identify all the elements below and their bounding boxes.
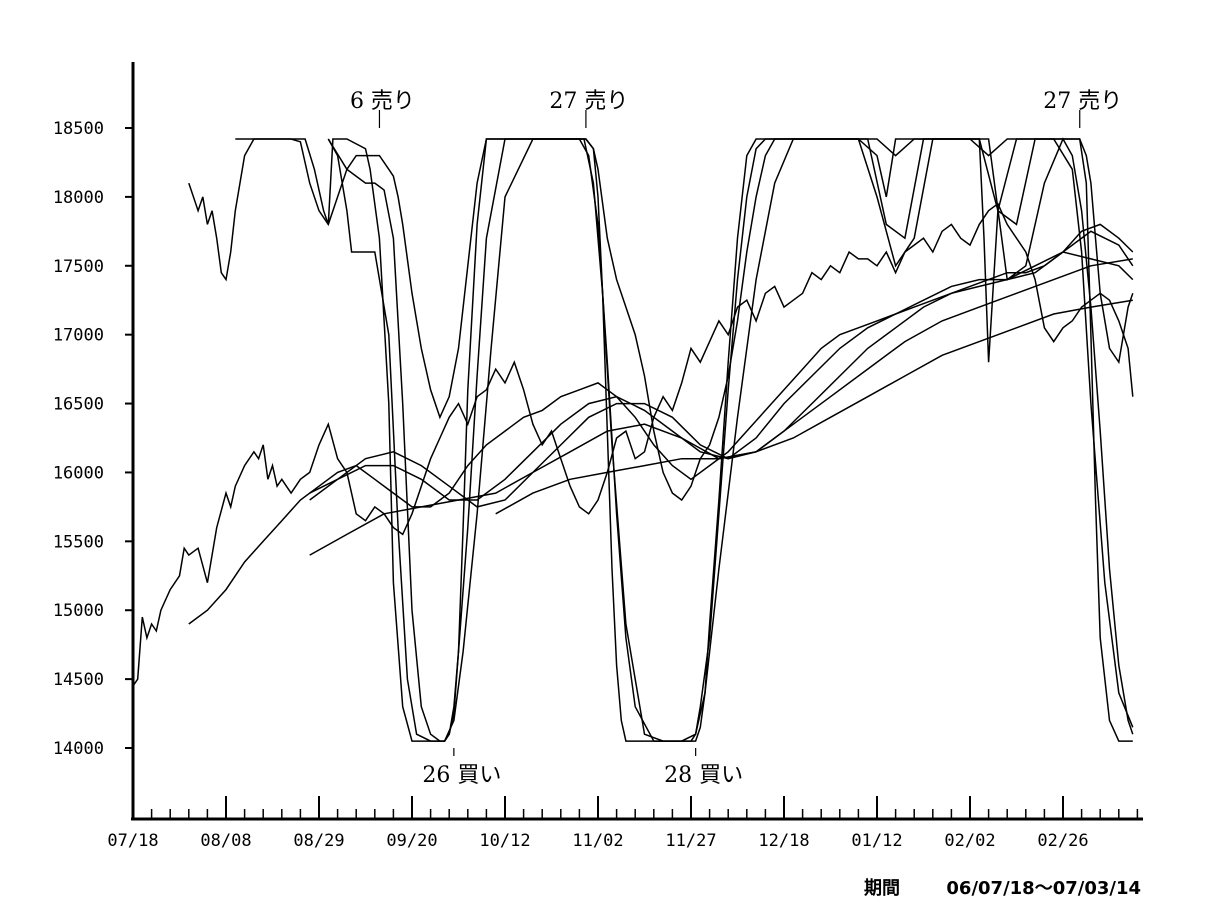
y-tick-label: 17000 — [53, 326, 104, 346]
x-tick-label: 10/12 — [479, 831, 530, 851]
annotation-label: 28 買い — [664, 763, 743, 788]
x-tick-label: 08/08 — [200, 831, 251, 851]
annotation-label: 27 売り — [549, 89, 628, 114]
annotations: 6 売り 27 売り 27 売り 26 買い 28 買い — [350, 89, 1122, 788]
y-tick-label: 14500 — [53, 670, 104, 690]
series-line-10 — [327, 138, 1134, 742]
x-tick-label: 08/29 — [293, 831, 344, 851]
x-tick-label: 11/02 — [572, 831, 623, 851]
x-tick-label: 02/02 — [944, 831, 995, 851]
annotation-label: 27 売り — [1043, 89, 1122, 114]
series-line-8 — [235, 138, 1133, 742]
y-tick-label: 18500 — [53, 119, 104, 139]
y-tick-label: 15500 — [53, 532, 104, 552]
x-tick-label: 02/26 — [1037, 831, 1088, 851]
period-label: 期間 — [864, 878, 900, 899]
y-tick-label: 14000 — [53, 739, 104, 759]
x-tick-label: 11/27 — [665, 831, 716, 851]
x-tick-label: 09/20 — [386, 831, 437, 851]
y-tick-label: 16000 — [53, 463, 104, 483]
y-tick-label: 16500 — [53, 395, 104, 415]
x-tick-label: 01/12 — [851, 831, 902, 851]
x-axis-ticks: 07/18 08/08 08/29 09/20 10/12 11/02 11/27 12/18… — [107, 796, 1139, 851]
series-line-1 — [132, 202, 1134, 687]
annotation-label: 6 売り — [350, 89, 415, 114]
series-layer — [132, 137, 1134, 742]
series-line-6 — [495, 299, 1133, 515]
y-tick-label: 17500 — [53, 257, 104, 277]
y-tick-label: 18000 — [53, 188, 104, 208]
series-line-2 — [188, 223, 1134, 625]
annotation-label: 26 買い — [422, 763, 501, 788]
y-tick-label: 15000 — [53, 601, 104, 621]
x-tick-label: 12/18 — [758, 831, 809, 851]
period-value: 06/07/18～07/03/14 — [946, 878, 1141, 899]
series-line-9 — [327, 137, 1134, 742]
y-axis-ticks: 14000 14500 15000 15500 16000 16500 17000 17500… — [53, 119, 133, 759]
x-tick-label: 07/18 — [107, 831, 158, 851]
